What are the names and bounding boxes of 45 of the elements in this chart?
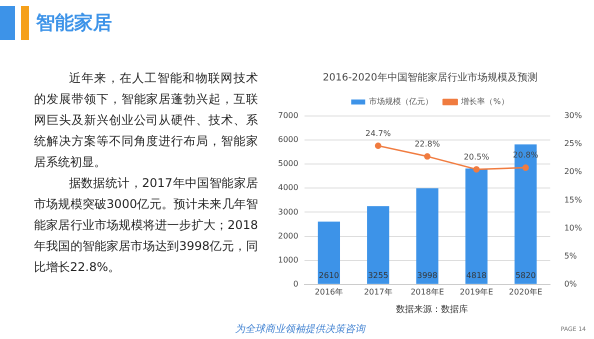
y2-tick-label: 5% bbox=[564, 251, 578, 260]
bar bbox=[416, 188, 438, 284]
x-tick-label: 2019年E bbox=[460, 287, 494, 296]
point bbox=[374, 142, 382, 149]
data-label: 22.8% bbox=[414, 139, 440, 148]
point bbox=[522, 164, 529, 171]
data-label: 2610 bbox=[318, 270, 340, 280]
y-tick-label: 0 bbox=[293, 279, 298, 288]
y-tick-label: 2000 bbox=[278, 231, 298, 240]
y2-tick-label: 25% bbox=[564, 139, 582, 148]
text: 为全球商业领袖提供决策咨询 bbox=[234, 322, 367, 336]
y-tick-label: 3000 bbox=[278, 207, 298, 216]
source-note: 数据来源：数据库 bbox=[395, 304, 469, 316]
y-tick-label: 5000 bbox=[278, 159, 298, 168]
chart-title: 2016-2020年中国智能家居行业市场规模及预测 bbox=[322, 72, 538, 84]
text: 近年来，在人工智能和物联网技术的发展带领下，智能家居蓬勃兴起，互联网巨头及新兴创业公司从硬件、技术、系统解决方案等不同角度进行布局，智能家居系统初显。 bbox=[34, 70, 258, 171]
data-label: 20.5% bbox=[464, 152, 490, 162]
x-tick-label: 2016年 bbox=[314, 287, 344, 296]
point bbox=[473, 166, 480, 173]
data-label: 5820 bbox=[515, 270, 536, 280]
text: 智能家居 bbox=[36, 11, 112, 36]
data-label: 3998 bbox=[417, 270, 438, 280]
x-tick-label: 2020年E bbox=[508, 287, 542, 296]
legend-label: 市场规模（亿元） bbox=[369, 97, 434, 106]
y2-tick-label: 20% bbox=[564, 167, 582, 176]
data-label: 24.7% bbox=[365, 128, 392, 138]
data-label: 4818 bbox=[466, 270, 487, 280]
x-tick-label: 2017年 bbox=[364, 287, 392, 296]
y2-tick-label: 10% bbox=[564, 223, 582, 232]
y-tick-label: 1000 bbox=[278, 255, 298, 264]
y2-tick-label: 15% bbox=[564, 195, 582, 204]
y2-tick-label: 30% bbox=[564, 111, 582, 120]
data-label: 3255 bbox=[368, 270, 388, 280]
y2-tick-label: 0% bbox=[564, 279, 578, 288]
bar bbox=[465, 168, 488, 284]
text: 据数据统计，2017年中国智能家居市场规模突破3000亿元。预计未来几年智能家居行业市场规模将进一步扩大；2018年我国的智能家居市场达到3998亿元，同比增长22.8%。 bbox=[34, 175, 258, 276]
bar bbox=[514, 144, 537, 284]
legend-label: 增长率（%） bbox=[460, 97, 509, 106]
y-tick-label: 6000 bbox=[278, 135, 298, 144]
bar bbox=[318, 222, 340, 284]
y-tick-label: 7000 bbox=[278, 111, 298, 120]
point bbox=[424, 153, 431, 160]
bar bbox=[367, 206, 390, 284]
x-tick-label: 2018年E bbox=[410, 287, 444, 296]
y-tick-label: 4000 bbox=[278, 183, 298, 192]
